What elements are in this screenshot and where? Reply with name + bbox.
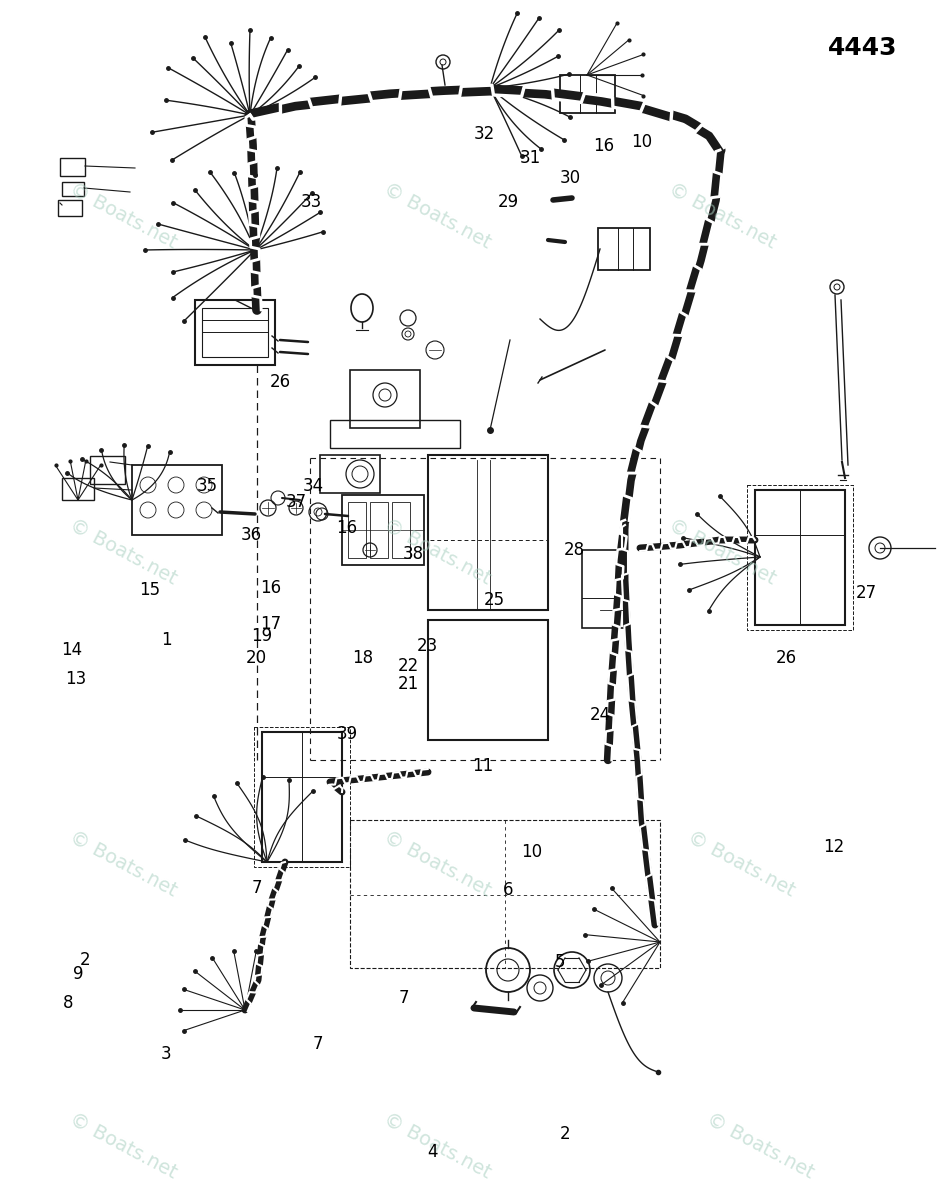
Text: 13: 13 [66,670,86,688]
Text: 6: 6 [503,881,514,900]
Bar [320,455,380,493]
Bar [392,502,410,558]
Text: 26: 26 [270,372,291,391]
Text: 22: 22 [398,658,419,674]
Text: 10: 10 [522,842,542,862]
Text: 10: 10 [631,132,652,150]
Text: 27: 27 [856,583,877,601]
Text: 4443: 4443 [827,36,898,60]
Bar [330,420,460,448]
Text: 16: 16 [593,138,614,156]
Text: 2: 2 [80,950,91,970]
Text: © Boats.net: © Boats.net [665,180,779,252]
Text: 28: 28 [564,540,585,559]
Text: © Boats.net: © Boats.net [684,828,798,900]
Bar [747,485,853,630]
Text: © Boats.net: © Boats.net [66,180,180,252]
Text: 9: 9 [72,966,84,984]
Text: 18: 18 [352,648,373,667]
Text: © Boats.net: © Boats.net [66,828,180,900]
Text: 8: 8 [63,994,74,1012]
Bar [755,490,845,625]
Text: © Boats.net: © Boats.net [703,1110,817,1182]
Text: 7: 7 [251,878,262,898]
Text: 7: 7 [398,989,409,1007]
Bar [58,200,82,216]
Text: © Boats.net: © Boats.net [380,828,494,900]
Text: © Boats.net: © Boats.net [380,516,494,588]
Text: 33: 33 [301,192,322,211]
Text: © Boats.net: © Boats.net [380,180,494,252]
Text: © Boats.net: © Boats.net [66,516,180,588]
Bar [350,820,660,968]
Bar [348,502,366,558]
Text: 11: 11 [472,757,493,775]
Text: 32: 32 [474,126,495,144]
Bar [62,182,84,196]
Text: 37: 37 [286,492,307,510]
Bar [90,456,125,484]
Bar [370,502,388,558]
Bar [254,727,350,866]
Text: 38: 38 [403,545,424,563]
Text: 3: 3 [161,1044,172,1063]
Bar [428,620,548,740]
Text: 29: 29 [498,192,519,211]
Bar [598,228,650,270]
Text: 14: 14 [61,641,82,660]
Text: 12: 12 [824,838,845,856]
Bar [262,732,342,862]
Text: 4: 4 [427,1142,438,1162]
Text: 26: 26 [776,648,797,667]
Text: 25: 25 [484,590,504,608]
Text: 19: 19 [251,626,272,646]
Text: 39: 39 [336,725,357,743]
Bar [195,300,275,365]
Text: 23: 23 [417,636,438,655]
Text: 36: 36 [241,526,262,545]
Text: 16: 16 [260,578,281,596]
Text: 2: 2 [560,1126,571,1142]
Text: 35: 35 [197,476,218,494]
Bar [62,478,94,500]
Text: 34: 34 [303,476,324,494]
Bar [582,550,624,628]
Text: © Boats.net: © Boats.net [380,1110,494,1182]
Text: 15: 15 [140,581,161,599]
Bar [342,494,424,565]
Text: 24: 24 [590,706,611,724]
Text: © Boats.net: © Boats.net [66,1110,180,1182]
Text: 30: 30 [560,168,580,186]
Text: 7: 7 [313,1034,324,1054]
Text: 21: 21 [398,674,419,692]
Text: 20: 20 [246,648,267,667]
Text: 1: 1 [161,631,172,648]
Text: 5: 5 [555,954,566,972]
Text: 17: 17 [260,614,281,634]
Text: © Boats.net: © Boats.net [665,516,779,588]
Bar [132,464,222,535]
Bar [202,308,268,358]
Text: 16: 16 [336,518,357,538]
Bar [560,74,615,113]
Text: 31: 31 [520,150,541,168]
Bar [60,158,85,176]
Bar [428,455,548,610]
Bar [350,370,420,428]
